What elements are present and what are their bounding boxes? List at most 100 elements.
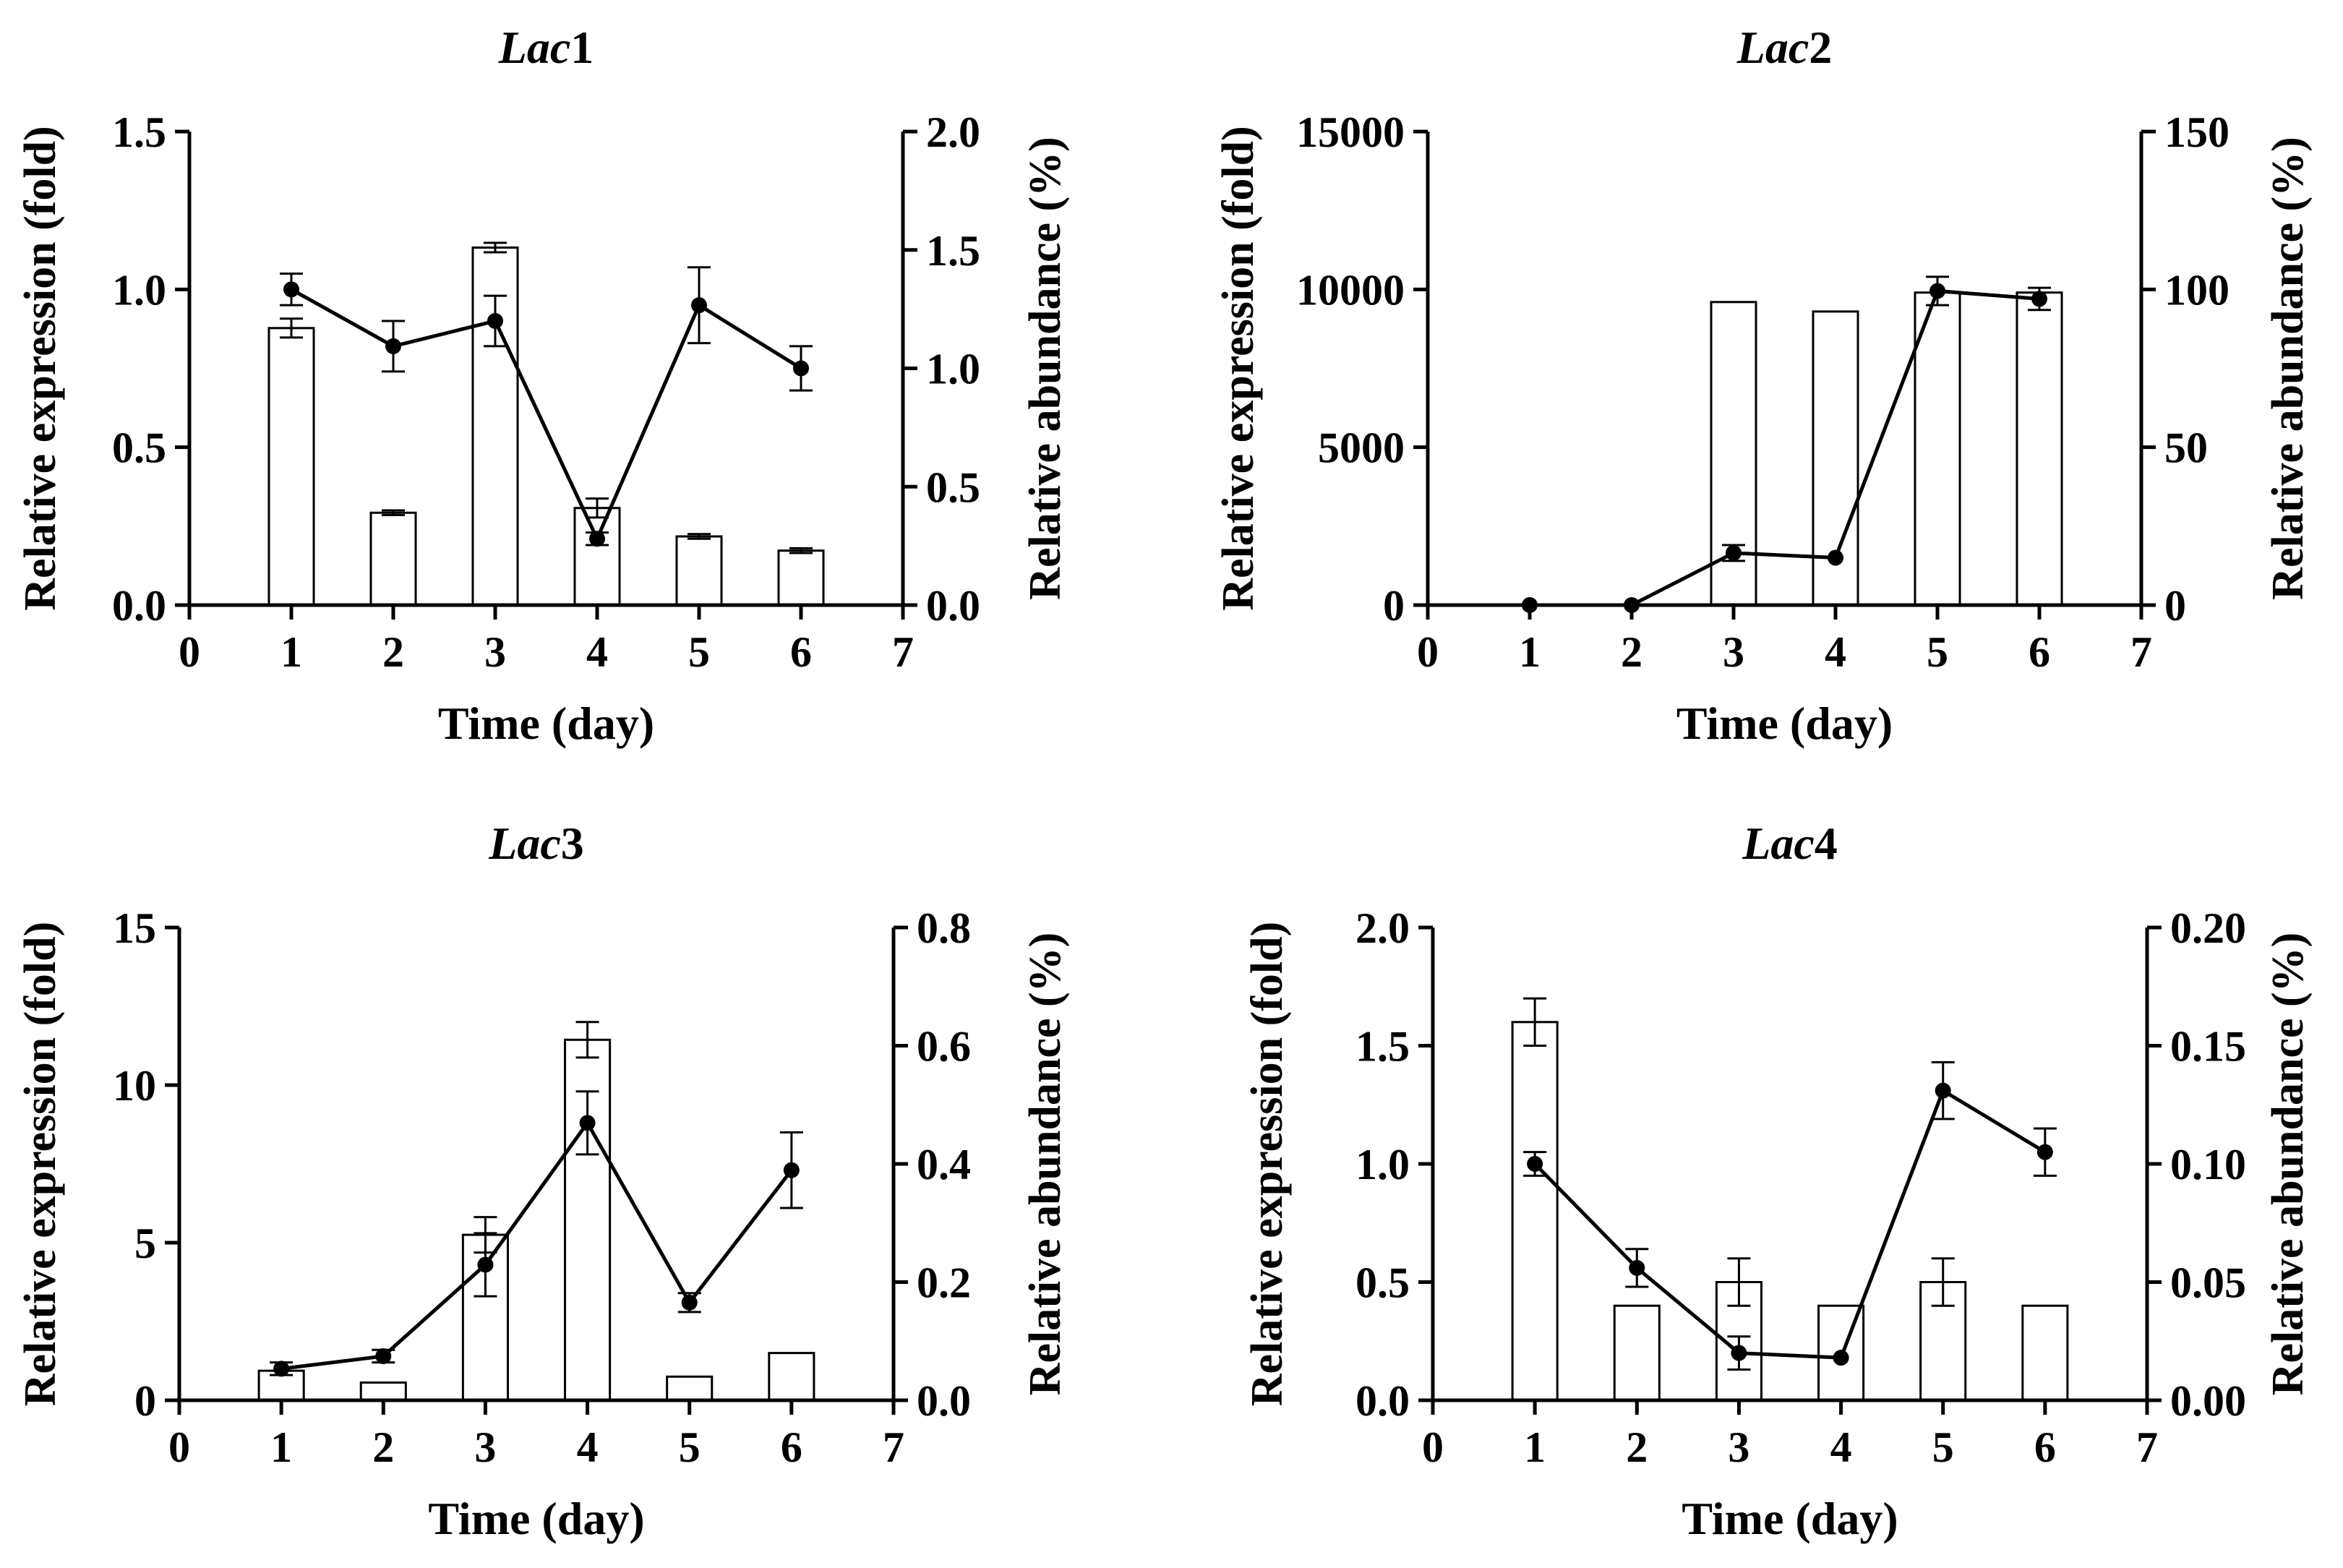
y-tick-label-right: 0.10 xyxy=(2170,1141,2246,1188)
y-tick-label-left: 0 xyxy=(1383,582,1405,630)
data-point xyxy=(385,338,401,354)
expression-line xyxy=(1530,289,2040,607)
x-tick-label: 2 xyxy=(382,628,404,676)
chart-title-number: 1 xyxy=(570,22,594,73)
expression-line xyxy=(280,1121,793,1371)
chart-title-name: Lac xyxy=(1742,818,1815,869)
y-tick-label-left: 0.0 xyxy=(112,582,166,630)
x-tick-label: 7 xyxy=(883,1423,904,1471)
bar xyxy=(675,535,723,607)
y-axis-label-left: Relative expression (fold) xyxy=(16,126,65,610)
x-tick-label: 3 xyxy=(474,1423,496,1471)
x-tick-label: 0 xyxy=(1417,628,1439,676)
chart-title: Lac2 xyxy=(1736,22,1833,73)
y-tick-label-right: 0.2 xyxy=(917,1259,971,1307)
y-tick-label-right: 50 xyxy=(2164,424,2208,472)
x-tick-label: 7 xyxy=(2130,628,2152,676)
data-point xyxy=(477,1256,494,1273)
x-tick-label: 1 xyxy=(280,628,302,676)
x-tick-label: 4 xyxy=(577,1423,599,1471)
bar xyxy=(2016,291,2063,607)
chart-title-number: 3 xyxy=(561,818,584,869)
bar xyxy=(369,511,417,607)
chart-title: Lac1 xyxy=(498,22,594,73)
y-tick-label-left: 1.0 xyxy=(112,266,166,314)
bar xyxy=(2021,1304,2069,1402)
x-tick-label: 3 xyxy=(1723,628,1744,676)
x-tick-label: 1 xyxy=(1524,1423,1546,1471)
x-tick-label: 3 xyxy=(1728,1423,1749,1471)
data-point xyxy=(1527,1156,1543,1172)
x-tick-label: 0 xyxy=(179,628,200,676)
y-tick-label-left: 1.0 xyxy=(1355,1141,1410,1188)
data-point xyxy=(2031,291,2047,307)
chart-title: Lac4 xyxy=(1742,818,1838,869)
y-tick-label-right: 2.0 xyxy=(926,108,980,156)
chart-title-name: Lac xyxy=(498,22,571,73)
chart-title: Lac3 xyxy=(488,818,584,869)
x-tick-label: 2 xyxy=(372,1423,394,1471)
x-tick-label: 7 xyxy=(892,628,914,676)
y-tick-label-left: 0.0 xyxy=(1355,1377,1410,1425)
bar xyxy=(573,507,621,607)
x-tick-label: 3 xyxy=(484,628,506,676)
bar xyxy=(359,1381,407,1402)
x-axis-label: Time (day) xyxy=(1676,698,1893,749)
data-point xyxy=(1935,1082,1951,1099)
bar xyxy=(1914,291,1961,607)
x-tick-label: 4 xyxy=(1825,628,1846,676)
y-tick-label-right: 1.5 xyxy=(926,227,980,275)
x-tick-label: 2 xyxy=(1621,628,1642,676)
x-tick-label: 5 xyxy=(679,1423,701,1471)
y-tick-label-right: 0.20 xyxy=(2170,904,2246,952)
x-tick-label: 0 xyxy=(1422,1423,1444,1471)
data-point xyxy=(1731,1345,1747,1361)
x-tick-label: 5 xyxy=(1927,628,1948,676)
x-tick-label: 5 xyxy=(1932,1423,1954,1471)
data-point xyxy=(783,1162,800,1178)
y-tick-label-left: 15 xyxy=(113,904,156,952)
y-tick-label-right: 0.4 xyxy=(917,1141,971,1188)
x-axis-label: Time (day) xyxy=(438,698,654,749)
y-tick-label-left: 15000 xyxy=(1296,108,1405,156)
data-point xyxy=(273,1361,290,1377)
data-point xyxy=(681,1294,698,1311)
x-tick-label: 5 xyxy=(688,628,710,676)
y-tick-label-left: 0.5 xyxy=(112,424,166,472)
x-tick-label: 0 xyxy=(168,1423,190,1471)
chart-title-number: 2 xyxy=(1809,22,1832,73)
x-tick-label: 4 xyxy=(1830,1423,1852,1471)
y-tick-label-right: 0.15 xyxy=(2170,1023,2246,1071)
y-tick-label-left: 1.5 xyxy=(112,108,166,156)
x-tick-label: 1 xyxy=(1519,628,1541,676)
expression-line xyxy=(290,288,802,541)
y-tick-label-left: 10000 xyxy=(1296,266,1405,314)
bar xyxy=(1511,1021,1559,1402)
x-axis-label: Time (day) xyxy=(428,1493,644,1544)
chart-title-name: Lac xyxy=(488,818,561,869)
data-point xyxy=(691,297,707,314)
bar xyxy=(1613,1304,1661,1402)
data-point xyxy=(1828,549,1843,566)
x-axis-label: Time (day) xyxy=(1682,1493,1898,1544)
data-point xyxy=(283,281,299,298)
data-point xyxy=(1929,283,1945,299)
bar xyxy=(768,1352,815,1402)
y-tick-label-right: 0.05 xyxy=(2170,1259,2246,1307)
y-axis-label-left: Relative expression (fold) xyxy=(1243,922,1292,1406)
y-tick-label-left: 0.5 xyxy=(1355,1259,1410,1307)
y-axis-label-right: Relative abundance (%) xyxy=(1021,137,1070,600)
x-tick-label: 7 xyxy=(2136,1423,2158,1471)
y-tick-label-right: 0.5 xyxy=(926,463,980,511)
data-point xyxy=(2036,1144,2053,1160)
data-point xyxy=(487,313,503,329)
data-point xyxy=(793,360,809,377)
y-tick-label-right: 150 xyxy=(2164,108,2230,156)
y-tick-label-left: 0 xyxy=(134,1377,156,1425)
y-tick-label-right: 0.6 xyxy=(917,1023,971,1071)
y-tick-label-left: 10 xyxy=(113,1062,156,1110)
data-point xyxy=(1726,544,1742,561)
